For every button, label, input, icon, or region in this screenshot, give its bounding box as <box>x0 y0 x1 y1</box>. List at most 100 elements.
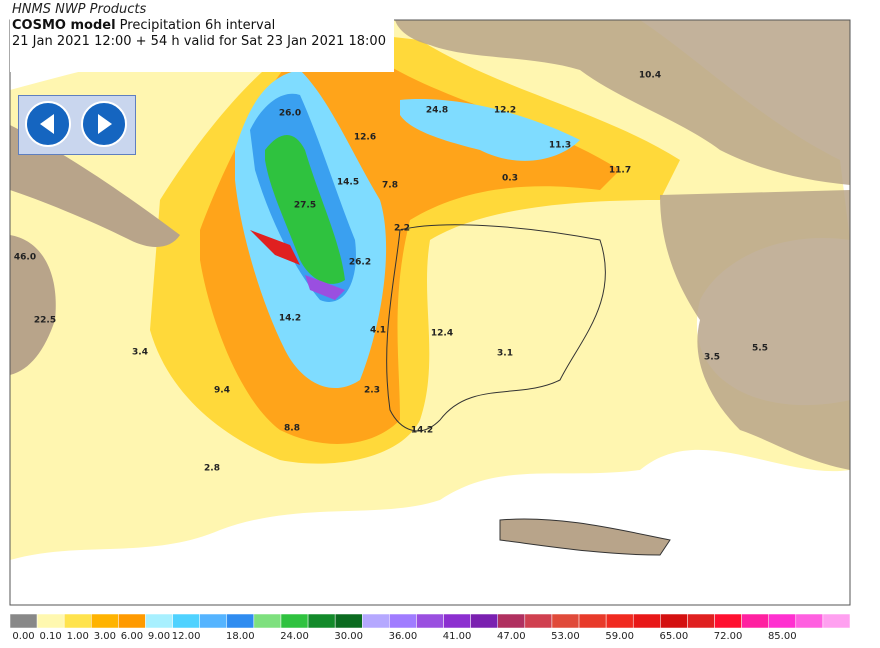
source: HNMS NWP Products <box>12 2 147 17</box>
map-value: 3.5 <box>704 353 720 363</box>
precip-cyan-north <box>400 99 580 161</box>
colorbar-cell <box>795 613 824 629</box>
map-value: 9.4 <box>214 386 230 396</box>
map-value: 11.7 <box>609 166 631 176</box>
precip-green <box>265 135 345 284</box>
colorbar-label: 47.00 <box>497 631 526 642</box>
map-value: 46.0 <box>14 253 36 263</box>
colorbar-cell <box>362 613 390 629</box>
colorbar-cell <box>551 613 580 629</box>
precip-purple <box>305 275 345 300</box>
colorbar-cell <box>497 613 526 629</box>
map-value: 0.3 <box>502 174 518 184</box>
colorbar-label: 41.00 <box>443 631 472 642</box>
map-value: 24.8 <box>426 106 448 116</box>
next-button[interactable] <box>81 101 127 147</box>
colorbar-cell <box>307 613 336 629</box>
colorbar-cell <box>118 613 146 629</box>
map-value: 26.0 <box>279 109 301 119</box>
colorbar-cell <box>145 613 173 629</box>
colorbar-cell <box>443 613 471 629</box>
colorbar-label: 18.00 <box>226 631 255 642</box>
map-value: 11.3 <box>549 141 571 151</box>
colorbar-cell <box>660 613 688 629</box>
navigation <box>18 95 136 155</box>
map-value: 3.4 <box>132 348 148 358</box>
colorbar-cell <box>687 613 715 629</box>
colorbar-cell <box>741 613 769 629</box>
coast-greece <box>386 224 606 432</box>
map-value: 2.8 <box>204 464 220 474</box>
colorbar-label: 72.00 <box>714 631 743 642</box>
map-value: 27.5 <box>294 201 316 211</box>
colorbar-cell <box>253 613 282 629</box>
product: Precipitation 6h interval <box>119 18 276 33</box>
colorbar-label: 0.00 <box>12 631 34 642</box>
next-icon <box>98 114 112 134</box>
colorbar-cell <box>9 613 38 629</box>
land-balkans <box>395 20 850 185</box>
map-value: 10.4 <box>639 71 661 81</box>
colorbar: 0.00 0.10 1.00 3.00 6.00 9.00 12.00 18.00 24.00 3… <box>9 613 851 642</box>
map-value: 12.4 <box>431 329 453 339</box>
map-value: 14.2 <box>411 426 433 436</box>
colorbar-label: 3.00 <box>94 631 116 642</box>
colorbar-label: 85.00 <box>768 631 797 642</box>
land-calabria <box>10 235 56 375</box>
colorbar-label: 36.00 <box>389 631 418 642</box>
colorbar-label: 30.00 <box>334 631 363 642</box>
colorbar-cell <box>524 613 553 629</box>
colorbar-label: 24.00 <box>280 631 309 642</box>
colorbar-label: 6.00 <box>121 631 143 642</box>
map-value: 14.5 <box>337 178 359 188</box>
map-value: 4.1 <box>370 326 386 336</box>
colorbar-cell <box>605 613 634 629</box>
colorbar-cell <box>389 613 417 629</box>
model: COSMO model <box>12 18 116 33</box>
map-value: 12.6 <box>354 133 376 143</box>
colorbar-cell <box>822 613 851 629</box>
colorbar-cell <box>768 613 797 629</box>
map-value: 8.8 <box>284 424 300 434</box>
colorbar-cell <box>632 613 661 629</box>
colorbar-cell <box>226 613 255 629</box>
map-labels: 10.4 24.8 12.2 11.3 11.7 0.3 12.6 14.5 7.8 2.2 46.… <box>14 71 768 474</box>
colorbar-label: 53.00 <box>551 631 580 642</box>
map-value: 12.2 <box>494 106 516 116</box>
colorbar-label: 65.00 <box>660 631 689 642</box>
colorbar-cell <box>63 613 92 629</box>
colorbar-label: 59.00 <box>605 631 634 642</box>
colorbar-label: 0.10 <box>40 631 62 642</box>
map-value: 2.2 <box>394 224 410 234</box>
colorbar-cell <box>280 613 309 629</box>
colorbar-label: 9.00 <box>148 631 170 642</box>
map-value: 26.2 <box>349 258 371 268</box>
map-value: 3.1 <box>497 349 513 359</box>
map-value: 2.3 <box>364 386 380 396</box>
map-value: 14.2 <box>279 314 301 324</box>
colorbar-cell <box>172 613 200 629</box>
land-anatolia <box>660 190 850 470</box>
colorbar-cell <box>91 613 119 629</box>
colorbar-cell <box>714 613 742 629</box>
land-crete <box>499 518 671 556</box>
map-value: 7.8 <box>382 181 398 191</box>
map-value: 5.5 <box>752 344 768 354</box>
colorbar-cell <box>36 613 65 629</box>
prev-icon <box>40 114 54 134</box>
colorbar-cell <box>334 613 363 629</box>
validity: 21 Jan 2021 12:00 + 54 h valid for Sat 2… <box>12 34 386 49</box>
map-value: 22.5 <box>34 316 56 326</box>
colorbar-cell <box>416 613 444 629</box>
previous-button[interactable] <box>25 101 71 147</box>
land-italy <box>10 125 180 247</box>
precip-red <box>250 230 300 265</box>
colorbar-cell <box>199 613 228 629</box>
colorbar-label: 1.00 <box>67 631 89 642</box>
header: HNMS NWP Products COSMO model Precipitat… <box>10 2 394 72</box>
map-frame <box>9 19 851 606</box>
product-line: COSMO model Precipitation 6h interval <box>12 18 394 34</box>
colorbar-cell <box>578 613 607 629</box>
colorbar-cell <box>470 613 498 629</box>
